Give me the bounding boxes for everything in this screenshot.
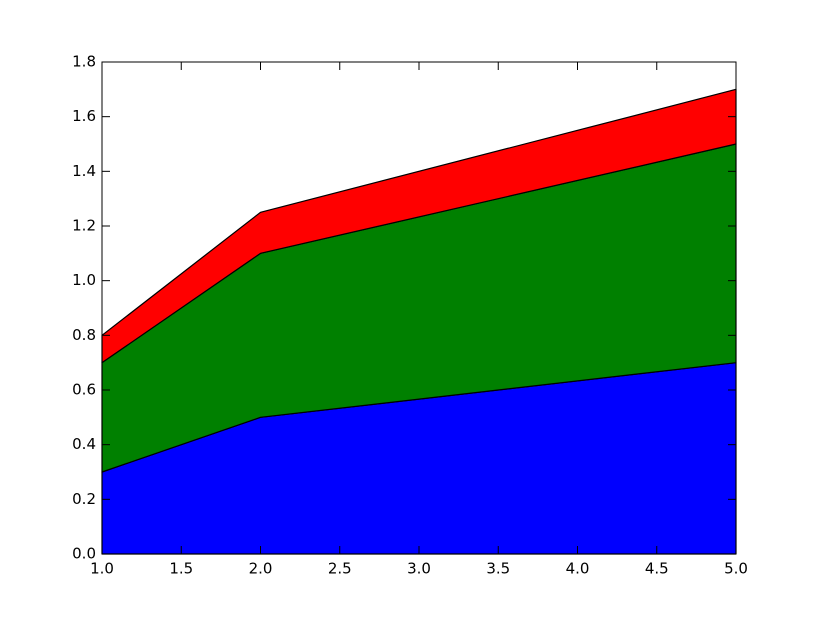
y-tick-label: 1.6 (72, 107, 96, 125)
y-tick-label: 0.2 (72, 490, 96, 508)
x-tick-label: 1.5 (169, 560, 193, 578)
x-tick-label: 3.0 (407, 560, 431, 578)
y-tick-label: 0.6 (72, 381, 96, 399)
x-tick-label: 3.5 (486, 560, 510, 578)
x-tick-label: 1.0 (90, 560, 114, 578)
x-tick-label: 2.5 (328, 560, 352, 578)
y-tick-label: 1.2 (72, 217, 96, 235)
x-tick-label: 4.5 (645, 560, 669, 578)
y-tick-label: 1.8 (72, 53, 96, 71)
x-tick-label: 5.0 (724, 560, 748, 578)
y-tick-label: 0.0 (72, 545, 96, 563)
y-tick-label: 0.4 (72, 435, 96, 453)
x-tick-label: 2.0 (249, 560, 273, 578)
x-tick-label: 4.0 (566, 560, 590, 578)
y-tick-label: 0.8 (72, 326, 96, 344)
y-tick-label: 1.4 (72, 162, 96, 180)
y-tick-label: 1.0 (72, 271, 96, 289)
